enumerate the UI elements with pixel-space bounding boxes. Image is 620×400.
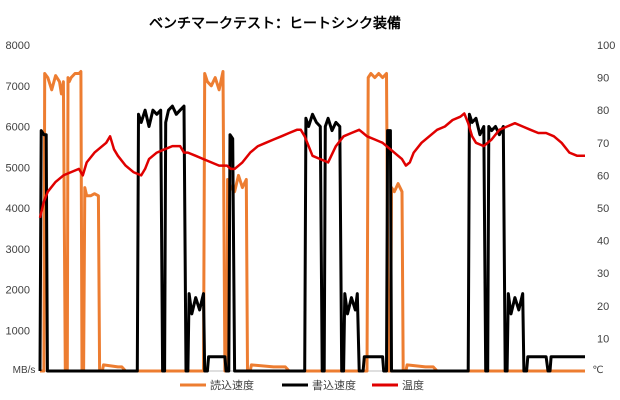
left-tick-label: 2000 — [6, 285, 30, 297]
right-tick-label: 50 — [597, 203, 609, 215]
left-tick-label: 1000 — [6, 325, 30, 337]
right-tick-label: 90 — [597, 73, 609, 85]
legend-label: 読込速度 — [210, 378, 254, 392]
right-tick-label: 60 — [597, 170, 609, 182]
left-tick-label: 4000 — [6, 203, 30, 215]
right-tick-label: 80 — [597, 105, 609, 117]
legend-label: 書込速度 — [312, 378, 356, 392]
left-tick-label: 7000 — [6, 81, 30, 93]
right-tick-label: 10 — [597, 333, 609, 345]
series-layer — [38, 70, 585, 373]
legend: 読込速度 書込速度 温度 — [180, 378, 424, 392]
right-tick-label: 100 — [597, 40, 615, 52]
series-line-0 — [40, 70, 585, 373]
right-tick-label: 30 — [597, 268, 609, 280]
right-tick-label: 20 — [597, 301, 609, 313]
left-tick-label: 3000 — [6, 244, 30, 256]
left-tick-label: 5000 — [6, 162, 30, 174]
left-tick-label: 8000 — [6, 40, 30, 52]
right-tick-label: 70 — [597, 138, 609, 150]
chart-title: ベンチマークテスト：ヒートシンク装備 — [149, 15, 401, 32]
series-line-1 — [38, 104, 585, 373]
legend-label: 温度 — [402, 378, 424, 392]
right-tick-label: 40 — [597, 236, 609, 248]
left-axis-ticks: 1000 2000 3000 4000 5000 6000 7000 8000 — [6, 40, 30, 337]
left-axis-unit: MB/s — [13, 365, 36, 376]
right-axis-unit: ℃ — [592, 365, 603, 376]
left-tick-label: 6000 — [6, 122, 30, 134]
series-line-2 — [38, 112, 585, 219]
right-axis-ticks: 10 20 30 40 50 60 70 80 90 100 — [597, 40, 615, 345]
